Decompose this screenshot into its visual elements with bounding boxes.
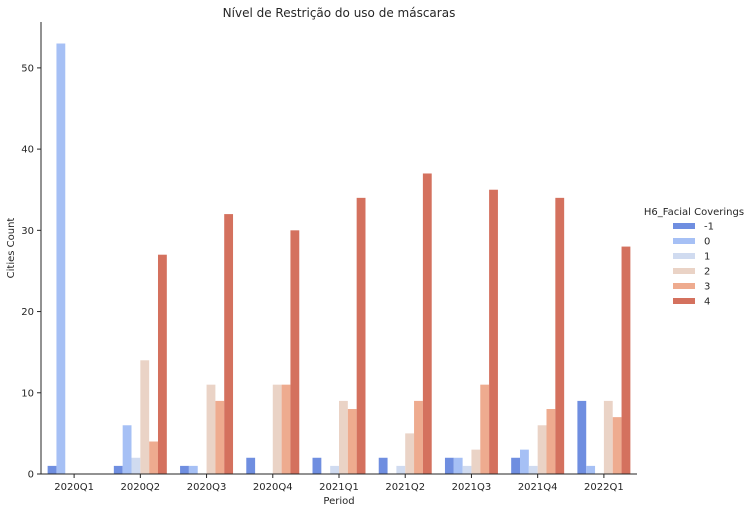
bar-2022Q1-series-4 [621, 246, 631, 474]
bars-group [47, 43, 631, 475]
x-tick-label-2021Q2: 2021Q2 [385, 482, 425, 493]
bar-2020Q2-series--1 [113, 465, 123, 474]
x-tick-label-2021Q4: 2021Q4 [518, 482, 558, 493]
legend-swatch-0 [673, 238, 695, 244]
bar-2021Q4-series-0 [520, 449, 529, 474]
bar-2021Q3-series-1 [462, 465, 472, 474]
y-tick-label-10: 10 [21, 388, 34, 399]
y-tick-label-50: 50 [21, 63, 34, 74]
bar-2020Q3-series--1 [180, 465, 189, 474]
y-axis-label: Cities Count [6, 218, 17, 279]
bar-2020Q2-series-4 [157, 254, 167, 474]
bar-2021Q4-series-4 [555, 197, 565, 474]
x-tick-label-2021Q1: 2021Q1 [319, 482, 359, 493]
bar-2021Q2-series-1 [396, 465, 406, 474]
bar-2021Q3-series--1 [444, 457, 454, 474]
bar-2021Q2-series--1 [378, 457, 388, 474]
y-tick-label-0: 0 [28, 470, 34, 481]
bar-2020Q3-series-4 [224, 214, 234, 474]
bar-2021Q4-series-3 [546, 409, 556, 474]
bar-2022Q1-series--1 [577, 400, 587, 474]
bar-2021Q4-series-1 [528, 465, 538, 474]
bar-2021Q2-series-4 [422, 173, 432, 475]
x-tick-label-2020Q3: 2020Q3 [187, 482, 227, 493]
y-tick-label-20: 20 [21, 307, 34, 318]
bar-2021Q4-series-2 [537, 425, 547, 474]
bar-2021Q3-series-3 [480, 384, 490, 474]
bar-2021Q3-series-2 [471, 449, 481, 474]
bar-2020Q2-series-2 [140, 360, 150, 474]
axes-group: 0 10 20 30 40 50 2020Q1 2020Q2 2020Q3 2020Q4 2021Q… [21, 22, 637, 493]
bar-2020Q4-series-4 [290, 230, 300, 474]
bar-2021Q1-series-2 [339, 400, 348, 474]
bar-2020Q1-series-0 [56, 43, 66, 475]
bar-2020Q3-series-2 [206, 384, 216, 474]
legend-swatch-3 [673, 283, 695, 289]
bar-2021Q4-series--1 [511, 457, 521, 474]
bar-2021Q1-series-4 [356, 197, 366, 474]
bar-2021Q1-series-1 [330, 465, 339, 474]
bar-2020Q4-series-2 [272, 384, 282, 474]
bar-2021Q1-series-3 [347, 409, 357, 474]
legend-label-3: 3 [704, 282, 710, 293]
x-tick-label-2021Q3: 2021Q3 [452, 482, 492, 493]
x-tick-label-2020Q4: 2020Q4 [253, 482, 293, 493]
bar-2022Q1-series-2 [603, 400, 613, 474]
x-tick-label-2022Q1: 2022Q1 [584, 482, 624, 493]
bar-2021Q2-series-3 [414, 400, 423, 474]
x-tick-label-2020Q1: 2020Q1 [54, 482, 94, 493]
legend-label--1: -1 [704, 222, 714, 233]
bar-2021Q3-series-4 [489, 189, 498, 474]
chart-title: Nível de Restrição do uso de máscaras [223, 6, 456, 20]
bar-2022Q1-series-3 [612, 417, 622, 474]
bar-2021Q3-series-0 [453, 457, 463, 474]
legend: H6_Facial Coverings -1 0 1 2 3 4 [644, 207, 744, 308]
bar-2020Q2-series-0 [122, 425, 132, 474]
bar-2020Q1-series--1 [47, 465, 57, 474]
legend-swatch--1 [673, 223, 695, 229]
bar-2020Q2-series-3 [149, 441, 158, 474]
bar-2022Q1-series-0 [586, 465, 596, 474]
bar-2020Q4-series--1 [246, 457, 256, 474]
legend-label-1: 1 [704, 252, 710, 263]
y-tick-label-40: 40 [21, 145, 34, 156]
legend-title: H6_Facial Coverings [644, 207, 744, 218]
x-tick-label-2020Q2: 2020Q2 [120, 482, 160, 493]
bar-2021Q1-series--1 [312, 457, 322, 474]
bar-2020Q2-series-1 [131, 457, 141, 474]
legend-label-2: 2 [704, 267, 710, 278]
bar-2020Q4-series-3 [281, 384, 291, 474]
bar-2020Q3-series-3 [215, 400, 225, 474]
x-axis-label: Period [323, 496, 354, 507]
bar-2021Q2-series-2 [405, 433, 415, 474]
legend-swatch-2 [673, 268, 695, 274]
legend-label-0: 0 [704, 237, 710, 248]
legend-swatch-1 [673, 253, 695, 259]
bar-2020Q3-series-0 [188, 465, 198, 474]
y-tick-label-30: 30 [21, 226, 34, 237]
legend-label-4: 4 [704, 297, 710, 308]
legend-swatch-4 [673, 298, 695, 304]
